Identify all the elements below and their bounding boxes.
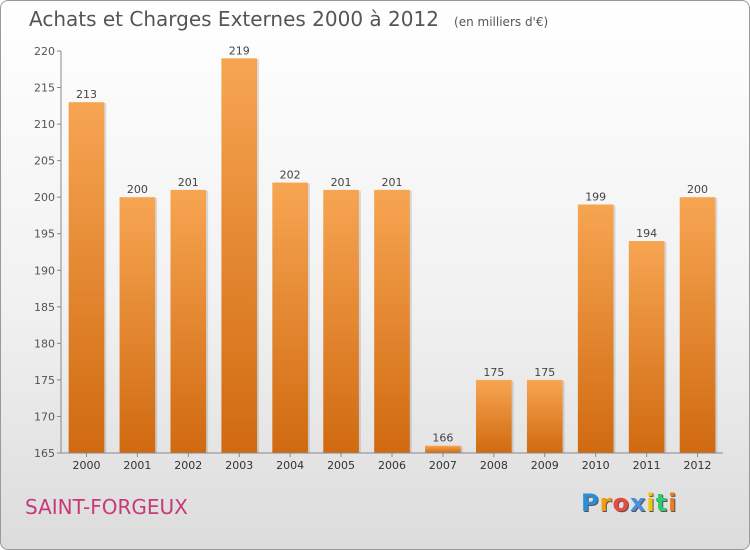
y-tick-label: 165 xyxy=(34,447,55,460)
bar-2009 xyxy=(526,379,563,453)
bar-2010 xyxy=(577,204,614,453)
bar-value-label: 201 xyxy=(178,176,199,189)
logo-letter: i xyxy=(668,489,678,517)
bar-value-label: 199 xyxy=(585,190,606,203)
y-tick-label: 180 xyxy=(34,337,55,350)
x-tick-label: 2012 xyxy=(684,459,712,472)
logo-letter: x xyxy=(629,489,647,517)
bar-value-label: 201 xyxy=(331,176,352,189)
bar-value-label: 213 xyxy=(76,88,97,101)
bar-value-label: 201 xyxy=(382,176,403,189)
bar-2000 xyxy=(68,102,105,453)
bar-2002 xyxy=(170,189,207,453)
x-tick-label: 2008 xyxy=(480,459,508,472)
proxiti-logo[interactable]: Proxiti xyxy=(581,489,677,517)
bar-2004 xyxy=(272,182,308,453)
bar-value-label: 200 xyxy=(127,183,148,196)
bar-2006 xyxy=(374,189,410,453)
chart-title: Achats et Charges Externes 2000 à 2012 xyxy=(29,7,439,31)
y-tick-label: 200 xyxy=(34,191,55,204)
chart-unit: (en milliers d'€) xyxy=(454,15,549,29)
y-tick-label: 220 xyxy=(34,45,55,58)
bar-value-label: 202 xyxy=(280,169,301,182)
logo-letter: o xyxy=(612,489,630,517)
y-tick-label: 185 xyxy=(34,301,55,314)
logo-letter: r xyxy=(599,489,613,517)
x-tick-label: 2003 xyxy=(225,459,253,472)
bar-value-label: 166 xyxy=(432,432,453,445)
x-tick-label: 2007 xyxy=(429,459,457,472)
x-tick-label: 2006 xyxy=(378,459,406,472)
bar-2005 xyxy=(323,189,359,453)
x-tick-label: 2011 xyxy=(633,459,661,472)
bar-value-label: 175 xyxy=(483,366,504,379)
y-tick-label: 175 xyxy=(34,374,55,387)
bar-2001 xyxy=(119,197,156,453)
x-tick-label: 2001 xyxy=(123,459,151,472)
y-tick-label: 215 xyxy=(34,82,55,95)
y-tick-label: 190 xyxy=(34,264,55,277)
x-tick-label: 2010 xyxy=(582,459,610,472)
bar-value-label: 200 xyxy=(687,183,708,196)
title-row: Achats et Charges Externes 2000 à 2012 (… xyxy=(29,7,548,31)
bar-2003 xyxy=(221,58,258,454)
x-tick-label: 2002 xyxy=(174,459,202,472)
y-tick-label: 210 xyxy=(34,118,55,131)
bar-value-label: 175 xyxy=(534,366,555,379)
y-tick-label: 195 xyxy=(34,228,55,241)
bar-value-label: 219 xyxy=(229,44,250,57)
y-tick-label: 170 xyxy=(34,410,55,423)
logo-letter: i xyxy=(646,489,656,517)
logo-letter: t xyxy=(655,489,669,517)
y-tick-label: 205 xyxy=(34,155,55,168)
bar-2011 xyxy=(628,241,665,453)
bar-2008 xyxy=(476,379,512,453)
logo-letter: P xyxy=(581,489,600,517)
bar-2012 xyxy=(679,197,716,453)
commune-label: SAINT-FORGEUX xyxy=(25,495,188,519)
bar-2007 xyxy=(425,445,461,453)
x-tick-label: 2005 xyxy=(327,459,355,472)
x-tick-label: 2004 xyxy=(276,459,304,472)
x-tick-label: 2009 xyxy=(531,459,559,472)
x-tick-label: 2000 xyxy=(72,459,100,472)
bar-value-label: 194 xyxy=(636,227,657,240)
